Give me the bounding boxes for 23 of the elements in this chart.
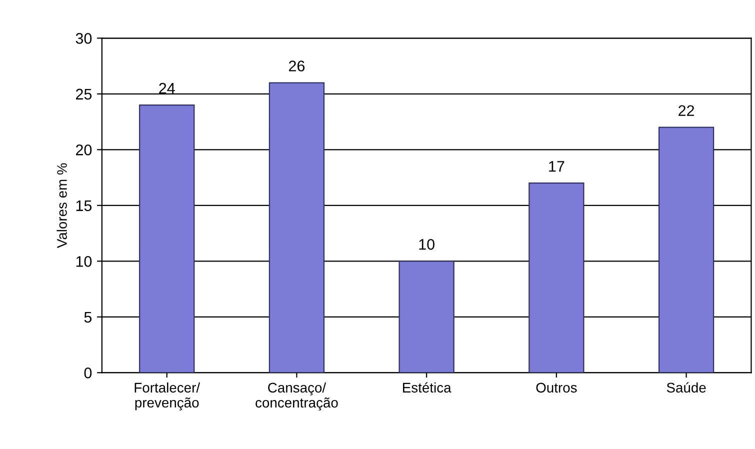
bar — [658, 126, 714, 373]
bar — [398, 260, 454, 373]
bar — [268, 82, 325, 373]
x-tick-label: Fortalecer/ prevenção — [134, 382, 200, 410]
y-tick-label: 0 — [84, 368, 92, 378]
data-label: 24 — [159, 82, 175, 94]
y-tick-label: 10 — [76, 256, 92, 267]
y-tick-label: 5 — [84, 312, 92, 323]
data-label: 26 — [288, 60, 305, 72]
data-label: 22 — [678, 105, 694, 116]
bar — [528, 182, 584, 373]
y-tick-label: 30 — [76, 33, 92, 44]
y-axis-title: Valores em % — [56, 163, 67, 248]
data-label: 10 — [419, 238, 434, 250]
bar — [139, 104, 195, 373]
data-label: 17 — [549, 161, 564, 172]
x-tick-label: Cansaço/ concentração — [256, 382, 338, 410]
y-tick-label: 20 — [76, 144, 92, 156]
y-tick-label: 25 — [76, 88, 92, 100]
x-tick-label: Outros — [536, 382, 577, 393]
y-tick-label: 15 — [76, 200, 92, 212]
x-tick-label: Estética — [403, 382, 452, 393]
x-tick-label: Saúde — [666, 382, 706, 393]
